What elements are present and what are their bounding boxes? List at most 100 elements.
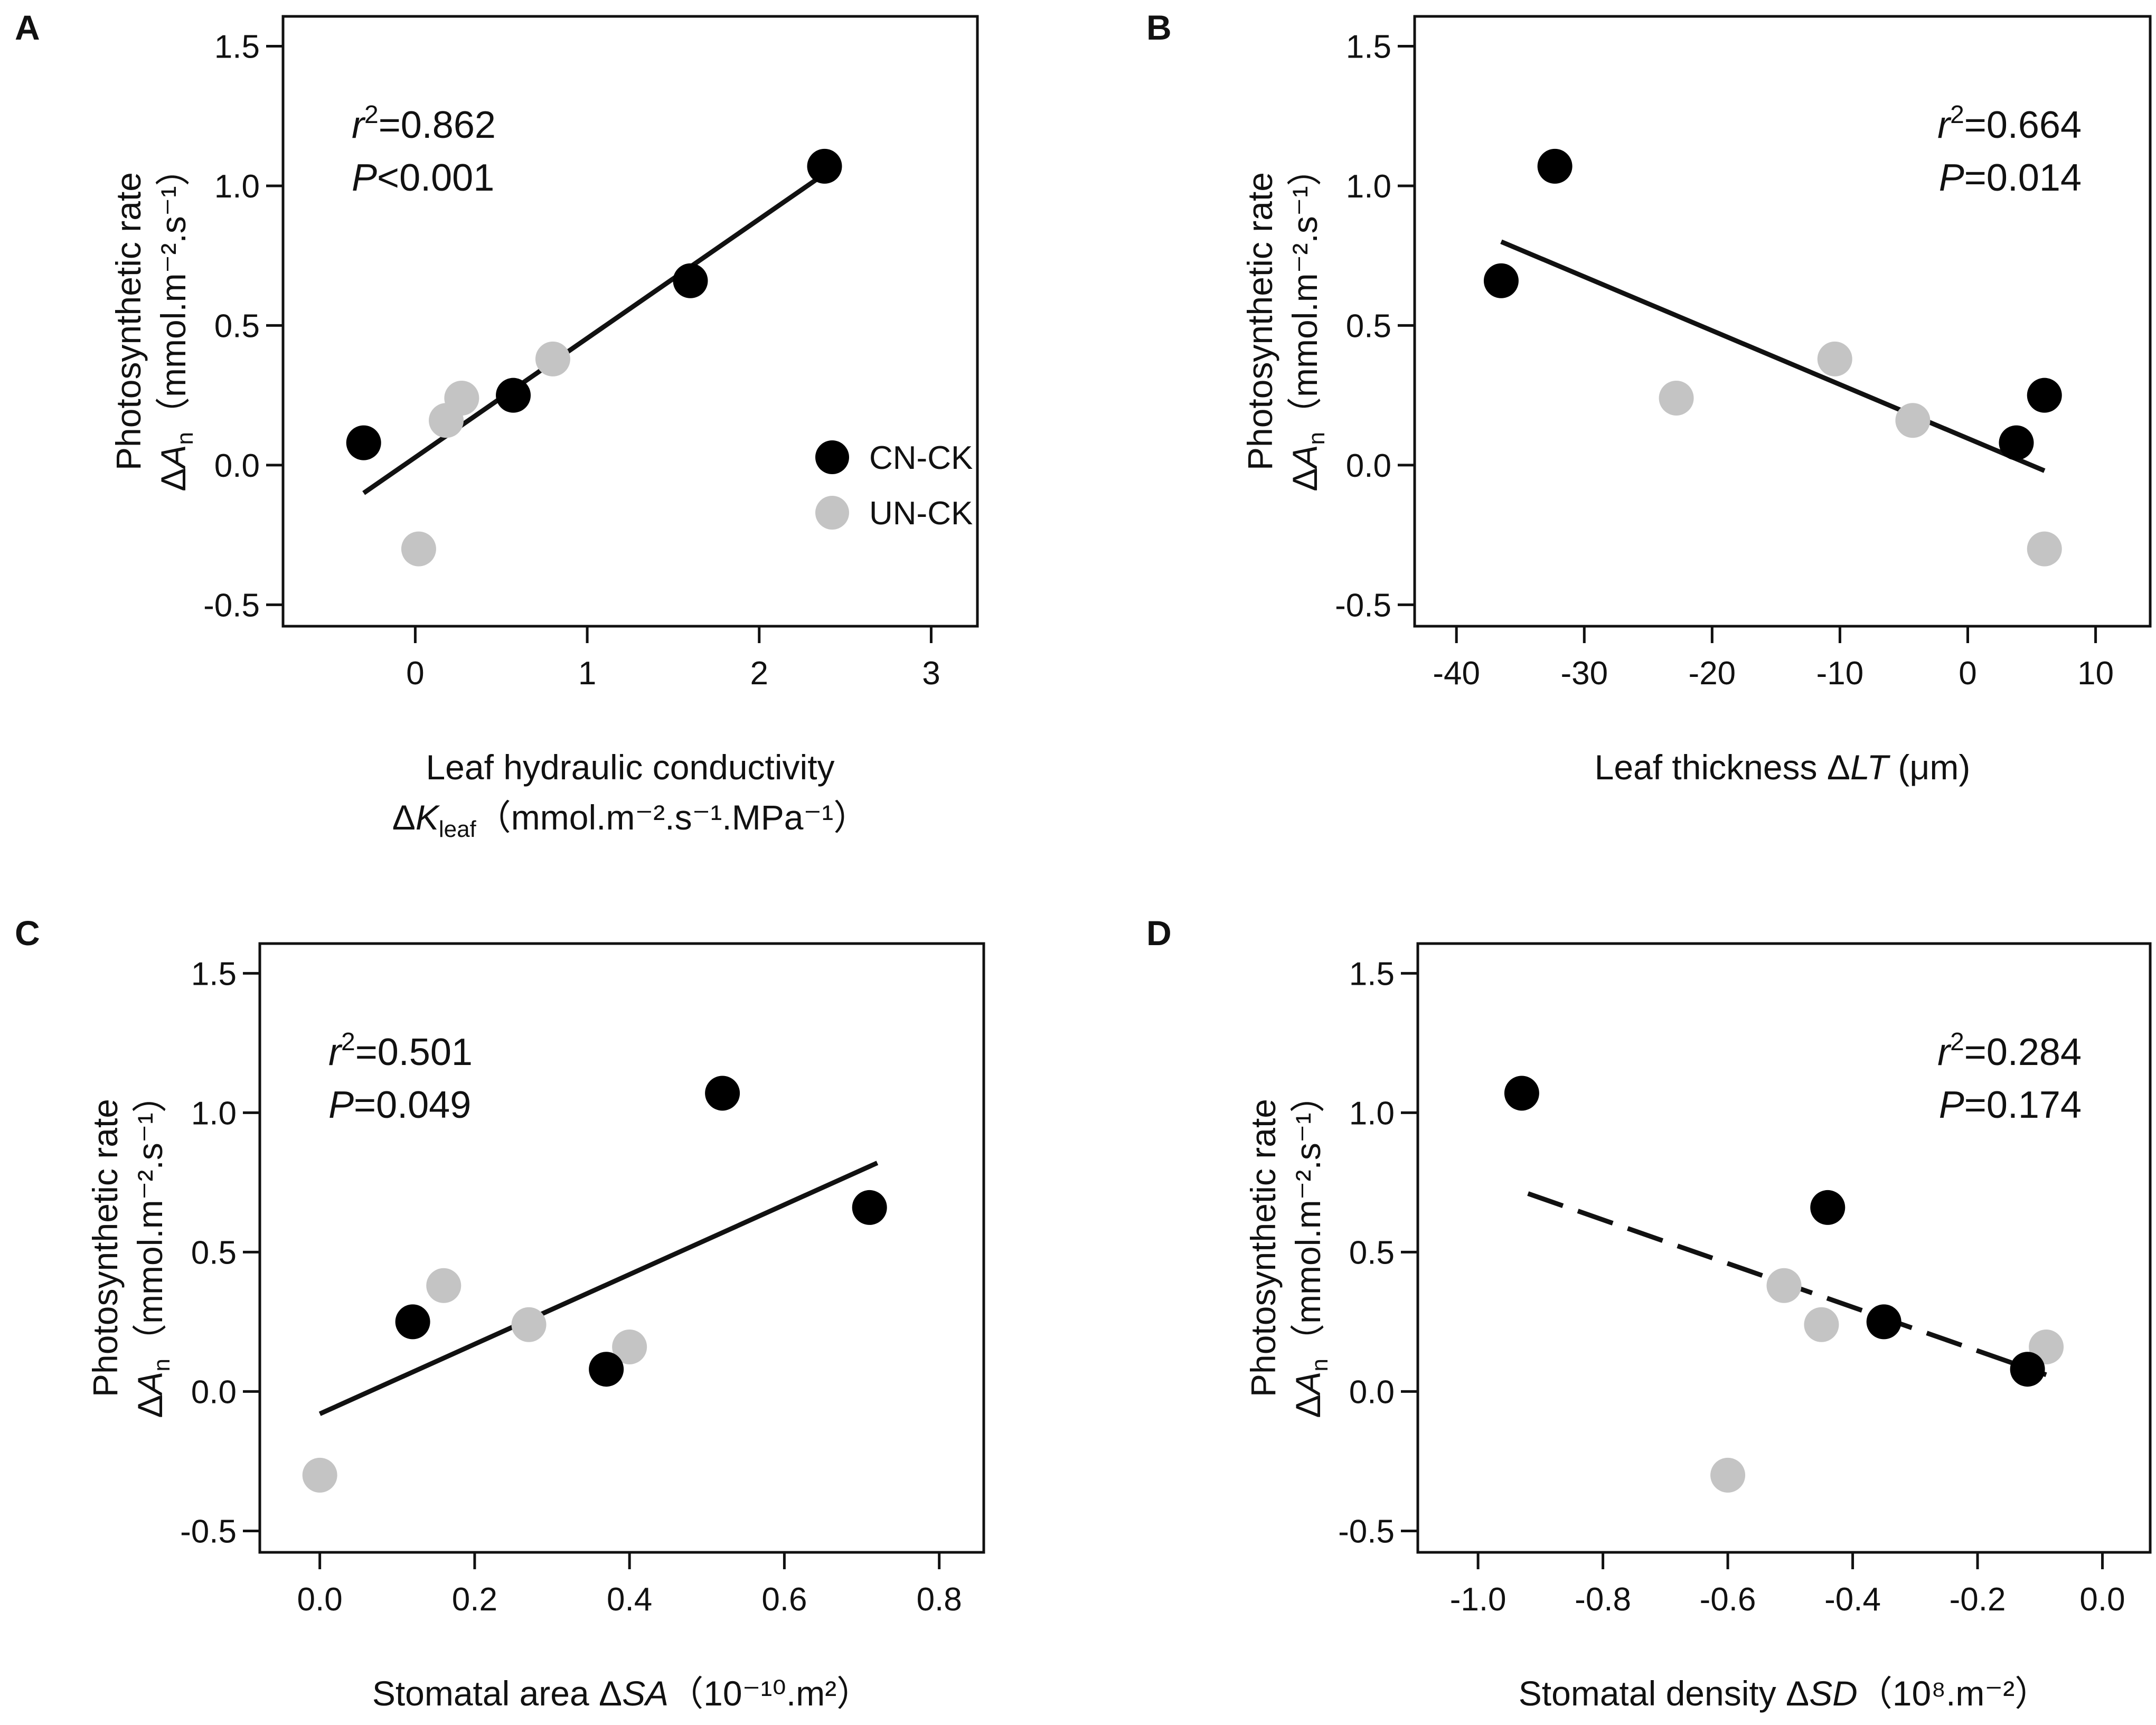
regression-line-c <box>318 1161 879 1416</box>
x-tick-label-a: 1 <box>578 655 596 692</box>
cn-ck-point-a <box>496 378 531 413</box>
p-value-d: P=0.174 <box>1939 1084 2082 1126</box>
y-tick-label-d: 0.5 <box>1349 1234 1395 1271</box>
y-tick-label-a: 0.5 <box>214 308 260 344</box>
legend-marker-un-ck <box>815 496 849 530</box>
plot-frame-d <box>1416 942 2152 1554</box>
p-value-b: P=0.014 <box>1939 157 2082 199</box>
legend-marker-cn-ck <box>815 440 849 474</box>
x-tick-label-d: -0.2 <box>1950 1581 2006 1618</box>
x-tick-label-b: -20 <box>1689 655 1736 692</box>
un-ck-point-a <box>444 380 479 416</box>
x-tick-label-b: -40 <box>1433 655 1480 692</box>
y-tick-label-a: 1.0 <box>214 168 260 205</box>
y-tick-label-c: 1.5 <box>191 956 237 992</box>
r-squared-c: r2=0.501 <box>328 1028 473 1073</box>
x-axis-title-c: Stomatal area ΔSA（10⁻¹⁰.m²） <box>372 1674 871 1713</box>
cn-ck-point-c <box>589 1352 624 1387</box>
cn-ck-point-c <box>395 1304 430 1340</box>
y-axis-title-a: Photosynthetic rate <box>109 172 148 470</box>
x-tick-label-c: 0.0 <box>297 1581 343 1618</box>
un-ck-point-c <box>511 1307 547 1342</box>
x-tick-label-d: -1.0 <box>1450 1581 1507 1618</box>
cn-ck-point-b <box>1999 425 2034 460</box>
regression-line-b <box>1500 239 2046 473</box>
cn-ck-point-a <box>346 425 381 460</box>
x-tick-label-b: -10 <box>1816 655 1864 692</box>
panel-c: C -0.5 0.0 0.5 1.0 1.5 0.0 0.2 0.4 0.6 0.8 Photosyn… <box>15 913 985 1713</box>
y-axis-title-d: Photosynthetic rate <box>1244 1099 1283 1397</box>
un-ck-point-d <box>1804 1307 1839 1342</box>
y-tick-label-a: -0.5 <box>203 587 260 624</box>
un-ck-point-b <box>1817 341 1852 376</box>
panel-letter-b: B <box>1146 8 1172 47</box>
y-axis-subtitle-d: ΔAn（mmol.m⁻².s⁻¹） <box>1288 1078 1333 1418</box>
cn-ck-point-c <box>852 1190 887 1225</box>
x-axis-title-b: Leaf thickness ΔLT (μm) <box>1595 748 1971 787</box>
un-ck-point-b <box>1895 403 1931 438</box>
panel-b: B -0.5 0.0 0.5 1.0 1.5 -40 -30 -20 -10 0 10 Photosyn… <box>1146 8 2152 787</box>
un-ck-point-d <box>1766 1268 1802 1303</box>
x-tick-label-a: 2 <box>750 655 768 692</box>
x-tick-label-c: 0.8 <box>917 1581 962 1618</box>
x-axis-subtitle-a: ΔKleaf（mmol.m⁻².s⁻¹.MPa⁻¹） <box>392 798 869 842</box>
plot-frame-a <box>281 15 979 628</box>
x-tick-label-d: -0.4 <box>1824 1581 1881 1618</box>
x-tick-label-d: 0.0 <box>2079 1581 2125 1618</box>
cn-ck-point-b <box>1483 263 1519 298</box>
un-ck-point-a <box>535 341 570 376</box>
y-tick-label-b: 1.0 <box>1346 168 1391 205</box>
y-tick-label-b: 0.5 <box>1346 308 1391 344</box>
y-axis-subtitle-a: ΔAn（mmol.m⁻².s⁻¹） <box>154 151 198 491</box>
x-tick-label-b: 10 <box>2077 655 2114 692</box>
x-tick-label-c: 0.2 <box>452 1581 497 1618</box>
x-tick-label-b: 0 <box>1959 655 1976 692</box>
legend-label-un-ck: UN-CK <box>869 495 973 532</box>
y-axis-title-b: Photosynthetic rate <box>1240 172 1279 470</box>
cn-ck-point-d <box>1810 1190 1846 1225</box>
y-tick-label-a: 0.0 <box>214 448 260 484</box>
un-ck-point-a <box>401 531 436 567</box>
y-tick-label-d: 0.0 <box>1349 1374 1395 1410</box>
x-tick-label-a: 0 <box>406 655 424 692</box>
panel-letter-d: D <box>1146 913 1172 953</box>
un-ck-point-c <box>302 1457 337 1493</box>
y-tick-label-b: -0.5 <box>1335 587 1391 624</box>
un-ck-point-c <box>612 1329 647 1364</box>
y-tick-label-d: 1.0 <box>1349 1095 1395 1132</box>
y-tick-label-c: 1.0 <box>191 1095 237 1132</box>
cn-ck-point-d <box>2010 1352 2045 1387</box>
regression-line-a <box>362 175 821 495</box>
y-tick-label-d: 1.5 <box>1349 956 1395 992</box>
x-axis-title-a: Leaf hydraulic conductivity <box>426 748 834 787</box>
un-ck-point-b <box>1659 380 1694 416</box>
x-tick-label-d: -0.8 <box>1575 1581 1631 1618</box>
legend-label-cn-ck: CN-CK <box>869 440 973 476</box>
panel-letter-c: C <box>15 913 40 953</box>
cn-ck-point-d <box>1504 1076 1539 1111</box>
plot-frame-b <box>1413 15 2152 628</box>
x-tick-label-a: 3 <box>922 655 940 692</box>
cn-ck-point-c <box>705 1076 740 1111</box>
x-tick-label-c: 0.6 <box>761 1581 807 1618</box>
y-tick-label-c: 0.5 <box>191 1234 237 1271</box>
y-tick-label-b: 1.5 <box>1346 29 1391 65</box>
y-tick-label-a: 1.5 <box>214 29 260 65</box>
x-tick-label-d: -0.6 <box>1700 1581 1756 1618</box>
plot-frame-c <box>258 942 985 1554</box>
un-ck-point-c <box>426 1268 462 1303</box>
cn-ck-point-b <box>2027 378 2062 413</box>
panel-a: A -0.5 0.0 0.5 1.0 1.5 0 1 2 3 Photosynthetic rate… <box>15 8 979 842</box>
y-tick-label-d: -0.5 <box>1338 1513 1395 1550</box>
cn-ck-point-b <box>1537 148 1573 184</box>
y-axis-subtitle-c: ΔAn（mmol.m⁻².s⁻¹） <box>130 1078 175 1418</box>
x-tick-label-b: -30 <box>1560 655 1608 692</box>
r-squared-d: r2=0.284 <box>1937 1028 2082 1073</box>
panel-d: D -0.5 0.0 0.5 1.0 1.5 -1.0 -0.8 -0.6 -0.4 -0.2 0.0… <box>1146 913 2152 1713</box>
y-tick-label-b: 0.0 <box>1346 448 1391 484</box>
r-squared-b: r2=0.664 <box>1937 101 2082 146</box>
panel-letter-a: A <box>15 8 40 47</box>
r-squared-a: r2=0.862 <box>352 101 496 146</box>
p-value-c: P=0.049 <box>328 1084 471 1126</box>
cn-ck-point-a <box>807 148 842 184</box>
